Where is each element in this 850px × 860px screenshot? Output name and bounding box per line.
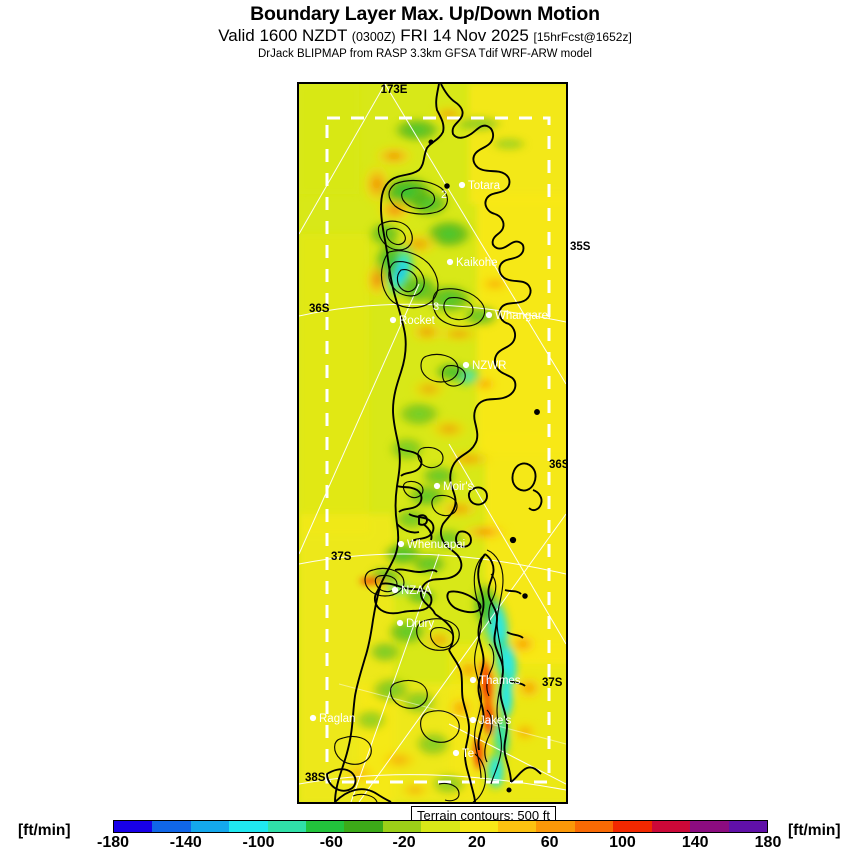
site-dot[interactable] <box>433 482 441 490</box>
colorbar-swatch <box>152 821 191 832</box>
site-dot[interactable] <box>462 361 470 369</box>
site-label: Kaikohe <box>456 257 498 269</box>
site-dot[interactable] <box>452 749 460 757</box>
colorbar-unit-left: [ft/min] <box>18 822 71 839</box>
map-canvas: 173E 36S 37S 36S 37S 38S 2 3 Totara Kaik… <box>299 84 566 802</box>
site-label: NZWR <box>472 360 507 372</box>
graticule-label-35s: 35S <box>570 241 591 253</box>
contour-value-labels: 2 3 <box>433 189 447 313</box>
colorbar-swatch <box>613 821 652 832</box>
colorbar-tick-labels: -180 -140 -100 -60 -20 20 60 100 140 180 <box>97 834 781 856</box>
colorbar-tick-label: -60 <box>319 834 343 851</box>
header: Boundary Layer Max. Up/Down Motion Valid… <box>0 0 850 61</box>
site-dot[interactable] <box>485 311 493 319</box>
site-dot[interactable] <box>397 540 405 548</box>
colorbar-tick-label: -100 <box>242 834 275 851</box>
site-label: NZAA <box>401 585 432 597</box>
site-label: Drury <box>406 618 434 630</box>
colorbar-tick-label: 180 <box>754 834 782 851</box>
site-dot[interactable] <box>446 258 454 266</box>
terrain-contours <box>334 179 504 802</box>
graticule-label: 36S <box>309 303 330 315</box>
graticule-label: 36S <box>549 459 566 471</box>
site-label: Raglan <box>319 713 355 725</box>
colorbar-swatch <box>114 821 153 832</box>
colorbar-swatch <box>306 821 345 832</box>
colorbar-swatch <box>229 821 268 832</box>
model-credit: DrJack BLIPMAP from RASP 3.3km GFSA Tdif… <box>257 48 592 60</box>
coastline <box>326 84 543 802</box>
colorbar-swatch <box>536 821 575 832</box>
site-label: Jake's <box>479 715 511 727</box>
site-label: Thames <box>479 675 521 687</box>
colorbar-tick-label: 140 <box>681 834 709 851</box>
colorbar-swatch <box>690 821 729 832</box>
site-dot[interactable] <box>389 316 397 324</box>
colorbar-swatch <box>421 821 460 832</box>
valid-time-line: Valid 1600 NZDT (0300Z) FRI 14 Nov 2025 … <box>0 27 850 46</box>
colorbar-swatch <box>267 821 307 832</box>
colorbar-swatch <box>382 821 422 832</box>
graticule-label: 38S <box>305 772 326 784</box>
forecast-tag: [15hrFcst@1652z] <box>533 30 632 44</box>
colorbar-swatch <box>728 821 767 832</box>
site-dot[interactable] <box>391 586 399 594</box>
site-markers: Totara Kaikohe Whangarei Rocket NZWR Moi… <box>309 180 551 760</box>
colorbar-swatch <box>498 821 537 832</box>
colorbar[interactable] <box>113 820 768 833</box>
field-background <box>299 84 566 802</box>
colorbar-tick-label: -140 <box>169 834 202 851</box>
colorbar-swatch <box>459 821 499 832</box>
site-label: Moir's <box>443 481 474 493</box>
colorbar-tick-label: -20 <box>392 834 416 851</box>
contour-label: 3 <box>433 301 439 313</box>
colorbar-tick-label: 60 <box>540 834 559 851</box>
site-label: Whenuapai <box>407 539 465 551</box>
contour-label: 2 <box>441 189 447 201</box>
model-domain-box <box>325 116 551 784</box>
site-label: Totara <box>468 180 501 192</box>
site-dot[interactable] <box>309 714 317 722</box>
colorbar-swatch <box>651 821 691 832</box>
site-dot[interactable] <box>396 619 404 627</box>
colorbar-tick-label: -180 <box>96 834 130 851</box>
colorbar-swatch <box>574 821 614 832</box>
site-label: Whangarei <box>495 310 551 322</box>
colorbar-swatch <box>344 821 383 832</box>
valid-time-prefix: Valid 1600 NZDT <box>218 26 348 45</box>
site-label: Te <box>462 748 474 760</box>
valid-date: FRI 14 Nov 2025 <box>400 26 529 45</box>
site-dot[interactable] <box>469 676 477 684</box>
site-label: Rocket <box>399 315 436 327</box>
site-dot[interactable] <box>458 181 466 189</box>
site-dot[interactable] <box>469 716 477 724</box>
graticule-labels: 173E 36S 37S 36S 37S 38S <box>305 84 566 784</box>
forecast-map[interactable]: 173E 36S 37S 36S 37S 38S 2 3 Totara Kaik… <box>297 82 568 804</box>
graticule-label: 37S <box>331 551 352 563</box>
colorbar-tick-label: 20 <box>467 834 486 851</box>
colorbar-swatch <box>190 821 230 832</box>
colorbar-tick-label: 100 <box>609 834 636 851</box>
graticule-label: 173E <box>381 84 408 96</box>
page-title: Boundary Layer Max. Up/Down Motion <box>250 3 600 25</box>
colorbar-unit-right: [ft/min] <box>788 822 841 839</box>
graticule-label: 37S <box>542 677 563 689</box>
valid-time-utc: (0300Z) <box>351 30 396 44</box>
